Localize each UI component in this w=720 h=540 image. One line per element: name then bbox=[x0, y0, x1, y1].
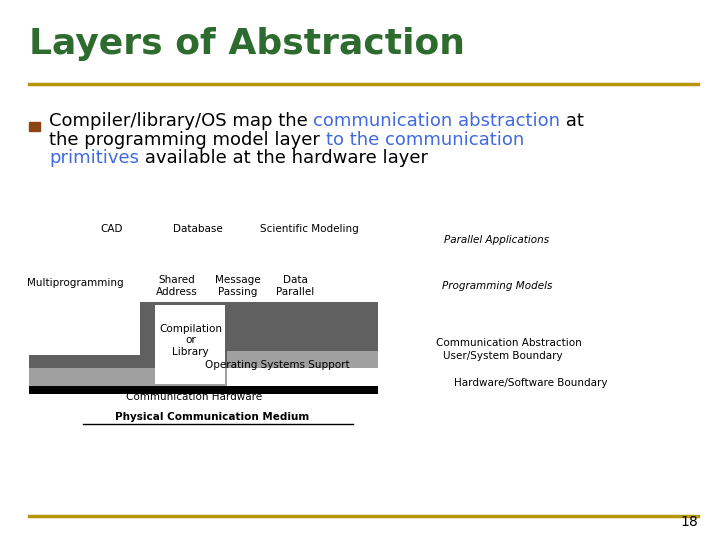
Text: to the communication: to the communication bbox=[325, 131, 524, 149]
Text: Parallel Applications: Parallel Applications bbox=[444, 235, 549, 245]
Text: Layers of Abstraction: Layers of Abstraction bbox=[29, 27, 465, 61]
Text: Operating Systems Support: Operating Systems Support bbox=[205, 360, 349, 369]
Text: Physical Communication Medium: Physical Communication Medium bbox=[115, 412, 310, 422]
Text: communication abstraction: communication abstraction bbox=[313, 112, 560, 130]
Text: Multiprogramming: Multiprogramming bbox=[27, 279, 124, 288]
Text: Data
Parallel: Data Parallel bbox=[276, 275, 315, 297]
Bar bbox=[29, 122, 40, 131]
Bar bbox=[155, 305, 225, 384]
Text: Compilation
or
Library: Compilation or Library bbox=[159, 323, 222, 357]
Text: available at the hardware layer: available at the hardware layer bbox=[139, 149, 428, 167]
Text: primitives: primitives bbox=[49, 149, 139, 167]
Text: Communication Hardware: Communication Hardware bbox=[126, 392, 263, 402]
Text: CAD: CAD bbox=[100, 225, 123, 234]
Text: Compiler/library/OS map the: Compiler/library/OS map the bbox=[49, 112, 313, 130]
Bar bbox=[227, 351, 378, 368]
Text: Communication Abstraction: Communication Abstraction bbox=[436, 338, 581, 348]
Text: Hardware/Software Boundary: Hardware/Software Boundary bbox=[454, 379, 607, 388]
Bar bbox=[29, 368, 227, 386]
Text: Programming Models: Programming Models bbox=[441, 281, 552, 291]
Text: 18: 18 bbox=[680, 515, 698, 529]
Bar bbox=[29, 355, 140, 368]
Text: the programming model layer: the programming model layer bbox=[49, 131, 325, 149]
Text: Shared
Address: Shared Address bbox=[156, 275, 197, 297]
Text: Database: Database bbox=[173, 225, 223, 234]
Bar bbox=[29, 386, 378, 394]
Text: User/System Boundary: User/System Boundary bbox=[443, 352, 562, 361]
Text: Scientific Modeling: Scientific Modeling bbox=[260, 225, 359, 234]
Text: Message
Passing: Message Passing bbox=[215, 275, 261, 297]
Polygon shape bbox=[140, 302, 378, 386]
Text: at: at bbox=[560, 112, 585, 130]
